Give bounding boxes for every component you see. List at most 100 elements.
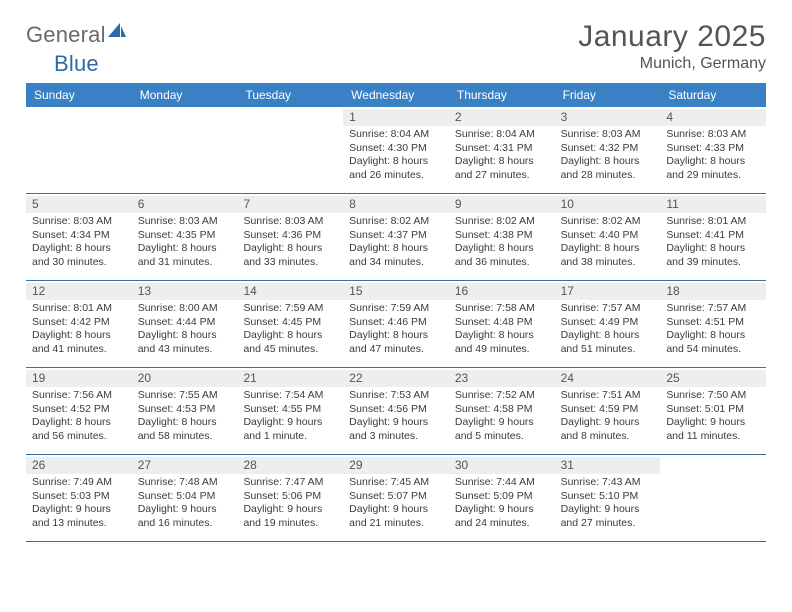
sunrise-line: Sunrise: 8:02 AM	[561, 215, 655, 228]
day-number: 4	[660, 109, 766, 126]
daylight-line: Daylight: 8 hours and 56 minutes.	[32, 416, 126, 443]
sunrise-line: Sunrise: 7:56 AM	[32, 389, 126, 402]
day-number: 7	[237, 196, 343, 213]
page-subtitle: Munich, Germany	[578, 55, 766, 73]
day-cell: 15Sunrise: 7:59 AMSunset: 4:46 PMDayligh…	[343, 281, 449, 367]
daylight-line: Daylight: 9 hours and 8 minutes.	[561, 416, 655, 443]
day-cell: 29Sunrise: 7:45 AMSunset: 5:07 PMDayligh…	[343, 455, 449, 541]
sunrise-line: Sunrise: 7:43 AM	[561, 476, 655, 489]
day-number: 17	[555, 283, 661, 300]
daylight-line: Daylight: 8 hours and 30 minutes.	[32, 242, 126, 269]
sunrise-line: Sunrise: 8:03 AM	[138, 215, 232, 228]
sunrise-line: Sunrise: 7:53 AM	[349, 389, 443, 402]
sunrise-line: Sunrise: 7:50 AM	[666, 389, 760, 402]
day-cell: 12Sunrise: 8:01 AMSunset: 4:42 PMDayligh…	[26, 281, 132, 367]
weekday-header: Saturday	[660, 83, 766, 107]
sunset-line: Sunset: 4:55 PM	[243, 403, 337, 416]
sunrise-line: Sunrise: 7:51 AM	[561, 389, 655, 402]
week-row: 26Sunrise: 7:49 AMSunset: 5:03 PMDayligh…	[26, 455, 766, 542]
daylight-line: Daylight: 8 hours and 39 minutes.	[666, 242, 760, 269]
day-cell: 17Sunrise: 7:57 AMSunset: 4:49 PMDayligh…	[555, 281, 661, 367]
weekday-header: Friday	[555, 83, 661, 107]
day-number: 1	[343, 109, 449, 126]
daylight-line: Daylight: 8 hours and 58 minutes.	[138, 416, 232, 443]
daylight-line: Daylight: 8 hours and 41 minutes.	[32, 329, 126, 356]
day-number: 6	[132, 196, 238, 213]
day-number: 24	[555, 370, 661, 387]
sunrise-line: Sunrise: 8:02 AM	[349, 215, 443, 228]
daylight-line: Daylight: 9 hours and 19 minutes.	[243, 503, 337, 530]
daylight-line: Daylight: 9 hours and 11 minutes.	[666, 416, 760, 443]
day-number	[26, 109, 132, 126]
day-number: 16	[449, 283, 555, 300]
weekday-header: Sunday	[26, 83, 132, 107]
day-cell: 28Sunrise: 7:47 AMSunset: 5:06 PMDayligh…	[237, 455, 343, 541]
day-cell: 18Sunrise: 7:57 AMSunset: 4:51 PMDayligh…	[660, 281, 766, 367]
sunrise-line: Sunrise: 7:55 AM	[138, 389, 232, 402]
week-row: 1Sunrise: 8:04 AMSunset: 4:30 PMDaylight…	[26, 107, 766, 194]
day-cell: 13Sunrise: 8:00 AMSunset: 4:44 PMDayligh…	[132, 281, 238, 367]
day-number: 27	[132, 457, 238, 474]
weekday-header: Monday	[132, 83, 238, 107]
sunset-line: Sunset: 5:09 PM	[455, 490, 549, 503]
day-number: 30	[449, 457, 555, 474]
page-title: January 2025	[578, 20, 766, 54]
sunrise-line: Sunrise: 7:57 AM	[561, 302, 655, 315]
day-number: 12	[26, 283, 132, 300]
sunset-line: Sunset: 4:41 PM	[666, 229, 760, 242]
sunrise-line: Sunrise: 8:01 AM	[666, 215, 760, 228]
sunrise-line: Sunrise: 7:45 AM	[349, 476, 443, 489]
daylight-line: Daylight: 9 hours and 27 minutes.	[561, 503, 655, 530]
daylight-line: Daylight: 9 hours and 13 minutes.	[32, 503, 126, 530]
sunset-line: Sunset: 4:38 PM	[455, 229, 549, 242]
sunset-line: Sunset: 4:37 PM	[349, 229, 443, 242]
sunset-line: Sunset: 4:52 PM	[32, 403, 126, 416]
day-cell: 7Sunrise: 8:03 AMSunset: 4:36 PMDaylight…	[237, 194, 343, 280]
day-cell: 23Sunrise: 7:52 AMSunset: 4:58 PMDayligh…	[449, 368, 555, 454]
day-number: 21	[237, 370, 343, 387]
sunrise-line: Sunrise: 8:00 AM	[138, 302, 232, 315]
day-number: 25	[660, 370, 766, 387]
day-number	[132, 109, 238, 126]
sunrise-line: Sunrise: 7:44 AM	[455, 476, 549, 489]
day-cell: 26Sunrise: 7:49 AMSunset: 5:03 PMDayligh…	[26, 455, 132, 541]
day-cell: 11Sunrise: 8:01 AMSunset: 4:41 PMDayligh…	[660, 194, 766, 280]
day-cell: 19Sunrise: 7:56 AMSunset: 4:52 PMDayligh…	[26, 368, 132, 454]
brand-text-1: General	[26, 22, 106, 48]
day-number	[660, 457, 766, 474]
day-cell: 30Sunrise: 7:44 AMSunset: 5:09 PMDayligh…	[449, 455, 555, 541]
daylight-line: Daylight: 8 hours and 36 minutes.	[455, 242, 549, 269]
title-block: January 2025 Munich, Germany	[578, 20, 766, 73]
day-cell: 20Sunrise: 7:55 AMSunset: 4:53 PMDayligh…	[132, 368, 238, 454]
daylight-line: Daylight: 8 hours and 38 minutes.	[561, 242, 655, 269]
sunrise-line: Sunrise: 8:03 AM	[666, 128, 760, 141]
day-cell	[132, 107, 238, 193]
day-cell: 9Sunrise: 8:02 AMSunset: 4:38 PMDaylight…	[449, 194, 555, 280]
day-number: 18	[660, 283, 766, 300]
sunset-line: Sunset: 5:03 PM	[32, 490, 126, 503]
sunset-line: Sunset: 5:07 PM	[349, 490, 443, 503]
daylight-line: Daylight: 9 hours and 16 minutes.	[138, 503, 232, 530]
day-number: 8	[343, 196, 449, 213]
weekday-header: Tuesday	[237, 83, 343, 107]
sunset-line: Sunset: 5:01 PM	[666, 403, 760, 416]
day-cell: 21Sunrise: 7:54 AMSunset: 4:55 PMDayligh…	[237, 368, 343, 454]
day-cell: 14Sunrise: 7:59 AMSunset: 4:45 PMDayligh…	[237, 281, 343, 367]
daylight-line: Daylight: 8 hours and 49 minutes.	[455, 329, 549, 356]
sunset-line: Sunset: 4:42 PM	[32, 316, 126, 329]
sunset-line: Sunset: 4:48 PM	[455, 316, 549, 329]
sunset-line: Sunset: 4:36 PM	[243, 229, 337, 242]
daylight-line: Daylight: 8 hours and 29 minutes.	[666, 155, 760, 182]
day-number: 22	[343, 370, 449, 387]
sunrise-line: Sunrise: 7:49 AM	[32, 476, 126, 489]
daylight-line: Daylight: 9 hours and 3 minutes.	[349, 416, 443, 443]
brand-sail-icon	[108, 23, 126, 39]
sunset-line: Sunset: 5:04 PM	[138, 490, 232, 503]
sunset-line: Sunset: 5:06 PM	[243, 490, 337, 503]
weekday-header: Wednesday	[343, 83, 449, 107]
daylight-line: Daylight: 9 hours and 5 minutes.	[455, 416, 549, 443]
daylight-line: Daylight: 8 hours and 27 minutes.	[455, 155, 549, 182]
sunset-line: Sunset: 4:51 PM	[666, 316, 760, 329]
day-number: 28	[237, 457, 343, 474]
day-cell: 2Sunrise: 8:04 AMSunset: 4:31 PMDaylight…	[449, 107, 555, 193]
